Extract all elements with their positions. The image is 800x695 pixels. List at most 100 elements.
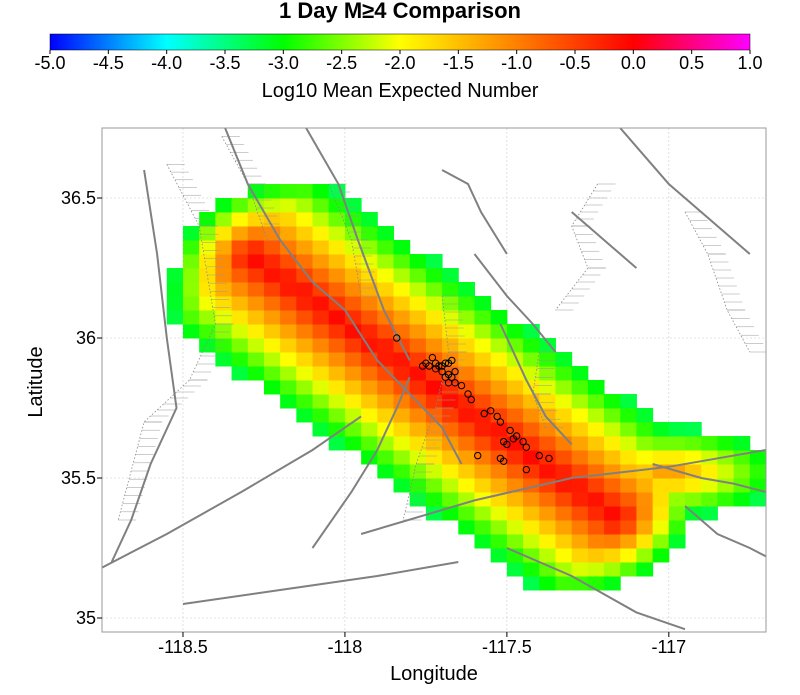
forecast-cell — [377, 296, 395, 311]
forecast-cell — [312, 366, 330, 381]
forecast-cell — [280, 184, 297, 199]
forecast-cell — [539, 548, 556, 563]
forecast-cell — [377, 240, 395, 255]
forecast-cell — [425, 478, 443, 493]
forecast-cell — [668, 492, 686, 507]
forecast-cell — [377, 226, 395, 241]
forecast-cell — [749, 464, 766, 479]
forecast-cell — [312, 268, 330, 283]
forecast-cell — [409, 380, 427, 395]
forecast-cell — [425, 268, 443, 283]
earthquake-marker — [451, 379, 459, 387]
earthquake-marker — [438, 367, 446, 376]
forecast-cell — [442, 464, 459, 479]
forecast-cell — [215, 296, 233, 311]
forecast-cell — [247, 240, 265, 255]
forecast-cell — [296, 282, 314, 297]
forecast-cell — [361, 450, 378, 465]
forecast-cell — [344, 268, 362, 283]
forecast-cell — [377, 268, 395, 283]
forecast-cell — [409, 450, 427, 465]
forecast-cell — [263, 254, 281, 269]
forecast-cell — [458, 324, 475, 339]
forecast-cell — [328, 254, 346, 269]
forecast-cell — [490, 436, 508, 451]
forecast-cell — [555, 366, 573, 381]
forecast-cell — [685, 492, 702, 507]
forecast-cell — [361, 394, 378, 409]
forecast-cell — [539, 436, 556, 451]
forecast-cell — [215, 254, 233, 269]
earthquake-marker — [425, 362, 433, 370]
forecast-cell — [442, 492, 459, 507]
forecast-cell — [620, 422, 637, 437]
forecast-cell — [409, 436, 427, 451]
forecast-cell — [280, 282, 297, 297]
hachured-zone — [328, 183, 362, 297]
forecast-cell — [474, 366, 492, 381]
forecast-cell — [393, 366, 411, 381]
forecast-cell — [231, 254, 249, 269]
forecast-cell — [377, 422, 395, 437]
forecast-cell — [377, 380, 395, 395]
forecast-cell — [377, 282, 395, 297]
forecast-cell — [474, 478, 492, 493]
forecast-cell — [620, 408, 637, 423]
forecast-cell — [344, 366, 362, 381]
forecast-cell — [506, 478, 524, 493]
forecast-cell — [247, 184, 265, 199]
earthquake-marker — [499, 457, 508, 465]
forecast-cell — [280, 338, 297, 353]
forecast-cell — [685, 478, 702, 493]
forecast-cell — [263, 366, 281, 381]
forecast-cell — [458, 296, 475, 311]
forecast-cell — [328, 268, 346, 283]
forecast-cell — [409, 254, 427, 269]
forecast-cell — [344, 338, 362, 353]
forecast-cell — [231, 268, 249, 283]
forecast-cell — [766, 464, 783, 479]
forecast-cell — [215, 282, 233, 297]
forecast-cell — [442, 408, 459, 423]
forecast-cell — [166, 268, 184, 283]
colorbar-tick-label: -2.0 — [384, 53, 415, 73]
colorbar-label: Log10 Mean Expected Number — [262, 80, 539, 102]
forecast-cell — [296, 240, 314, 255]
forecast-cell — [652, 492, 670, 507]
forecast-cell — [620, 562, 637, 577]
forecast-cell — [215, 338, 233, 353]
forecast-cell — [361, 380, 378, 395]
forecast-cells — [166, 184, 783, 591]
forecast-cell — [247, 226, 265, 241]
forecast-cell — [490, 506, 508, 521]
forecast-cell — [620, 520, 637, 535]
forecast-cell — [361, 408, 378, 423]
y-tick-label: 35 — [76, 608, 96, 628]
forecast-cell — [458, 408, 475, 423]
fault-lines — [102, 128, 766, 631]
forecast-cell — [636, 478, 654, 493]
forecast-cell — [280, 254, 297, 269]
forecast-cell — [490, 310, 508, 325]
forecast-cell — [442, 478, 459, 493]
fault-line — [499, 323, 573, 446]
forecast-cell — [199, 310, 216, 325]
forecast-cell — [571, 422, 589, 437]
forecast-cell — [377, 366, 395, 381]
colorbar-tick-label: -0.5 — [559, 53, 590, 73]
forecast-cell — [506, 492, 524, 507]
forecast-cell — [312, 254, 330, 269]
forecast-cell — [555, 450, 573, 465]
forecast-cell — [263, 226, 281, 241]
forecast-cell — [668, 506, 686, 521]
forecast-cell — [361, 422, 378, 437]
colorbar-tick-label: -3.5 — [209, 53, 240, 73]
forecast-cell — [409, 492, 427, 507]
forecast-cell — [490, 478, 508, 493]
forecast-cell — [215, 310, 233, 325]
forecast-cell — [539, 506, 556, 521]
forecast-cell — [425, 422, 443, 437]
forecast-cell — [555, 408, 573, 423]
forecast-cell — [571, 366, 589, 381]
forecast-cell — [328, 324, 346, 339]
